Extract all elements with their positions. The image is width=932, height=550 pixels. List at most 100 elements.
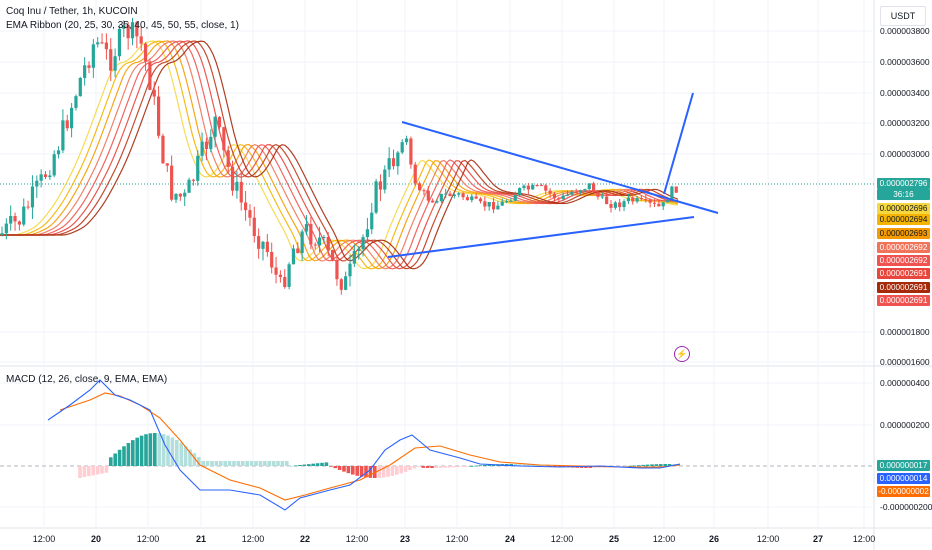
candle-body [322,237,326,239]
histogram-bar [650,464,654,466]
histogram-bar [95,466,100,475]
histogram-bar [364,466,368,478]
time-tick: 12:00 [32,534,56,544]
time-tick: 12:00 [852,534,876,544]
histogram-bar [337,466,342,470]
candle-body [605,196,609,205]
time-tick: 12:00 [652,534,676,544]
candle-body [548,190,552,194]
candle-body [326,237,330,251]
candle-body [157,96,161,136]
candle-body [478,198,483,202]
candle-body [491,202,496,210]
candle-body [130,22,135,39]
candle-body [244,202,248,211]
histogram-bar [122,446,126,466]
macd-lines [47,379,681,511]
histogram-bar [483,464,487,466]
histogram-bar [654,464,659,466]
time-tick: 22 [299,534,311,544]
candle-body [239,181,243,203]
histogram-bar [249,461,254,466]
candle-body [661,202,665,207]
price-tick: 0.000003000 [880,149,930,159]
histogram-bar [623,466,628,467]
time-tick: 25 [608,534,620,544]
candle-body [357,249,361,251]
candle-body [56,150,61,155]
symbol-legend[interactable]: Coq Inu / Tether, 1h, KUCOIN [6,6,138,17]
histogram-bar [148,433,153,466]
histogram-bar [588,466,593,468]
histogram-bar [87,466,91,477]
histogram-bar [522,464,527,466]
breakout-line [663,92,694,195]
time-tick: 12:00 [241,534,265,544]
candle-body [644,199,648,201]
candle-body [561,195,565,199]
macd-legend[interactable]: MACD (12, 26, close, 9, EMA, EMA) [6,374,168,385]
candle-body [309,224,313,245]
currency-button[interactable]: USDT [880,6,926,26]
histogram-bar [434,466,439,468]
candle-body [522,185,526,188]
candle-body [104,42,108,50]
ema-ribbon-legend[interactable]: EMA Ribbon (20, 25, 30, 35, 40, 45, 50, … [6,20,239,31]
lightning-icon[interactable]: ⚡ [674,346,690,362]
triangle-trendlines[interactable] [387,92,719,258]
candle-body [396,152,400,167]
candle-body [22,206,26,225]
candle-body [265,241,269,253]
candle-body [613,202,617,208]
candle-body [196,155,200,181]
candle-body [648,199,652,203]
histogram-bar [223,461,227,466]
histogram-bar [456,466,461,467]
histogram-bar [170,437,175,466]
histogram-bar [307,464,311,466]
candle-body [226,150,230,167]
candle-body [483,201,487,207]
candle-body [570,192,574,195]
candle-body [122,24,126,29]
candle-body [352,250,356,264]
candle-body [109,49,113,71]
candle-body [565,194,570,196]
histogram-bar [377,466,381,478]
candle-body [26,206,30,208]
candle-body [574,192,578,194]
ema-line [0,40,679,270]
candle-body [83,65,87,78]
histogram-bar [593,466,597,468]
histogram-bar [258,461,263,466]
ema-value-box: 0.000002693 [877,228,930,239]
histogram-bar [214,461,219,466]
histogram-bar [474,465,478,467]
histogram-bar [417,466,421,467]
candle-body [361,237,365,250]
candle-body [439,193,443,202]
candle-body [609,204,613,208]
candle-body [344,276,348,290]
histogram-bar [241,461,245,466]
candle-body [618,202,622,208]
candle-body [552,193,557,199]
histogram-bar [139,435,144,466]
histogram-bar [439,466,443,468]
candle-body [270,252,274,268]
ema-value-box: 0.000002692 [877,255,930,266]
candle-body [174,193,178,200]
candle-body [474,196,478,199]
candle-body [365,229,369,238]
candle-body [387,158,391,170]
histogram-bar [153,433,157,466]
candle-body [391,158,396,167]
candle-body [235,181,239,191]
time-tick: 23 [399,534,411,544]
candle-body [513,195,517,201]
candle-body [457,193,461,195]
histogram-bar [315,463,320,466]
histogram-bar [183,445,188,466]
